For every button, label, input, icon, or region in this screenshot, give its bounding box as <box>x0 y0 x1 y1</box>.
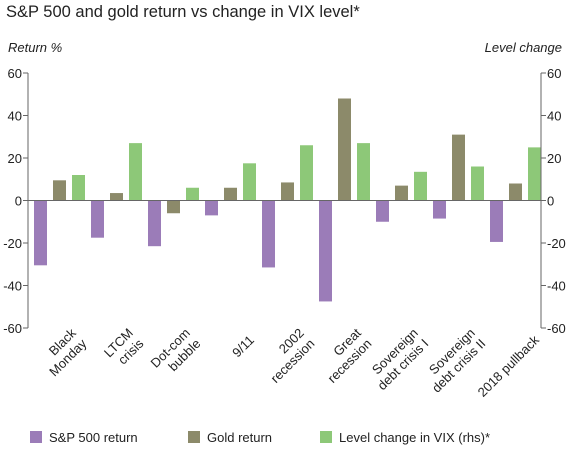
bar <box>72 175 85 201</box>
bar <box>414 171 427 201</box>
bar <box>224 187 237 201</box>
bar <box>338 98 351 201</box>
y-tick-label-right: -20 <box>547 236 566 251</box>
y-tick-label-left: -60 <box>3 321 22 336</box>
y-tick-label-left: 40 <box>8 109 22 124</box>
y-tick-label-left: 60 <box>8 66 22 81</box>
category-label: Sovereigndebt crisis I <box>364 325 432 393</box>
bar <box>281 182 294 201</box>
bar <box>110 193 123 201</box>
bar <box>262 200 275 268</box>
legend-swatch <box>188 431 200 443</box>
bar <box>205 200 218 216</box>
y-tick-label-right: 60 <box>547 66 561 81</box>
legend-swatch <box>30 431 42 443</box>
y-tick-label-right: -60 <box>547 321 566 336</box>
y-axis-label-left: Return % <box>8 40 62 55</box>
y-tick-label-left: -20 <box>3 236 22 251</box>
y-tick-label-right: 20 <box>547 151 561 166</box>
y-tick-label-right: -40 <box>547 279 566 294</box>
legend: S&P 500 return Gold return Level change in… <box>30 430 490 445</box>
y-axis-label-right: Level change <box>485 40 562 55</box>
bar <box>186 187 199 201</box>
category-label: BlackMonday <box>36 325 90 379</box>
bar <box>433 200 446 219</box>
bar <box>452 134 465 201</box>
category-label-line: 9/11 <box>229 332 257 360</box>
bar <box>471 166 484 201</box>
y-tick-label-right: 40 <box>547 109 561 124</box>
bar <box>490 200 503 242</box>
bar <box>91 200 104 238</box>
chart-title: S&P 500 and gold return vs change in VIX… <box>6 3 360 21</box>
category-label: 2018 pullback <box>475 332 543 400</box>
bar <box>148 200 161 247</box>
legend-label: S&P 500 return <box>49 430 138 445</box>
bar <box>167 200 180 214</box>
y-tick-label-right: 0 <box>547 194 554 209</box>
category-label: 2002recession <box>257 325 318 386</box>
bar <box>376 200 389 222</box>
bars <box>34 98 541 302</box>
labels: Return % Level change 60 60 40 40 20 20 0 0 -20 -20… <box>3 40 566 400</box>
legend-label: Level change in VIX (rhs)* <box>339 430 490 445</box>
category-label: Greatrecession <box>314 325 375 386</box>
bar <box>357 143 370 201</box>
bar <box>300 145 313 201</box>
legend-swatch <box>320 431 332 443</box>
category-label-line: 2018 pullback <box>475 332 543 400</box>
category-label: 9/11 <box>229 332 257 360</box>
bar <box>509 183 522 201</box>
y-tick-label-left: 20 <box>8 151 22 166</box>
bar <box>528 147 541 201</box>
bar <box>34 200 47 266</box>
category-label: LTCMcrisis <box>101 325 147 371</box>
bar <box>319 200 332 302</box>
legend-label: Gold return <box>207 430 272 445</box>
category-label: Dot-combubble <box>148 325 204 381</box>
bar <box>243 163 256 201</box>
bar <box>53 180 66 201</box>
bar <box>129 143 142 201</box>
axes <box>23 72 546 329</box>
bar <box>395 185 408 201</box>
y-tick-label-left: -40 <box>3 279 22 294</box>
y-tick-label-left: 0 <box>15 194 22 209</box>
